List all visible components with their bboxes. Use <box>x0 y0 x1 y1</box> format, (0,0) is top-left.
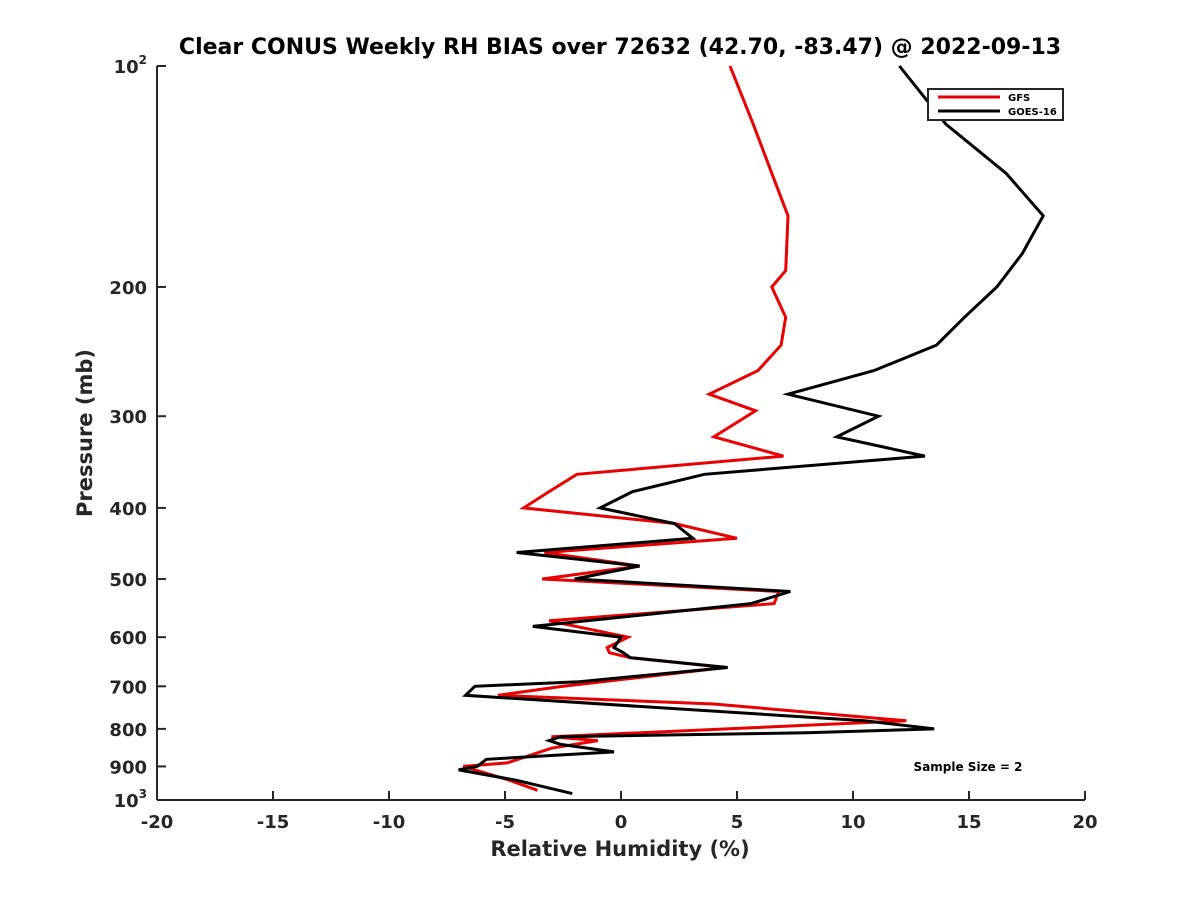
x-axis-label: Relative Humidity (%) <box>490 837 749 861</box>
x-tick-label: 15 <box>956 812 981 833</box>
y-tick-label: 700 <box>109 677 147 698</box>
chart-title: Clear CONUS Weekly RH BIAS over 72632 (4… <box>179 35 1061 60</box>
plot-axes <box>156 66 1085 801</box>
y-tick-label: 600 <box>109 628 147 649</box>
x-tick-label: 10 <box>840 812 865 833</box>
y-tick-label: 103 <box>114 787 147 812</box>
y-tick-label: 500 <box>109 570 147 591</box>
x-tick-label: 5 <box>731 812 744 833</box>
legend: GFS GOES-16 <box>927 88 1064 121</box>
legend-label-goes-16: GOES-16 <box>1008 107 1057 118</box>
series-line-gfs <box>462 65 907 792</box>
y-tick-label: 102 <box>114 53 147 78</box>
y-tick-label: 400 <box>109 499 147 520</box>
x-tick-label: 20 <box>1072 812 1097 833</box>
y-tick-label: 300 <box>109 407 147 428</box>
y-tick-label: 800 <box>109 720 147 741</box>
series-layer <box>458 65 1046 796</box>
series-line-goes-16 <box>458 65 1046 796</box>
x-tick-label: -10 <box>373 812 406 833</box>
y-axis-label: Pressure (mb) <box>73 349 97 517</box>
y-ticks: 102 200 300 400 500 600 700 800 900 103 <box>109 53 166 812</box>
x-ticks: -20 -15 -10 -5 0 5 10 15 20 <box>141 791 1098 833</box>
x-tick-label: 0 <box>615 812 628 833</box>
x-tick-label: -5 <box>495 812 515 833</box>
legend-box <box>927 88 1064 121</box>
x-tick-label: -15 <box>257 812 290 833</box>
y-tick-label: 200 <box>109 278 147 299</box>
x-tick-label: -20 <box>141 812 174 833</box>
legend-label-gfs: GFS <box>1008 93 1030 104</box>
sample-size-annotation: Sample Size = 2 <box>914 760 1023 774</box>
y-tick-label: 900 <box>109 757 147 778</box>
